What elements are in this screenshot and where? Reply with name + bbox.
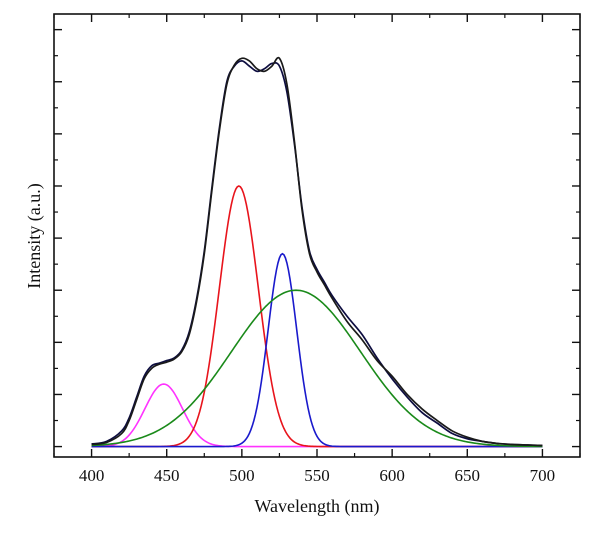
x-tick-label: 550 — [304, 466, 330, 485]
x-tick-label: 500 — [229, 466, 255, 485]
x-axis-label: Wavelength (nm) — [254, 496, 379, 517]
x-tick-label: 700 — [530, 466, 556, 485]
x-tick-label: 400 — [79, 466, 105, 485]
axis-ticks — [53, 14, 581, 457]
x-tick-labels: 400 450 500 550 600 650 700 — [79, 466, 555, 485]
spectrum-series-0 — [91, 60, 543, 447]
curves — [91, 56, 543, 448]
gaussian-component-2 — [91, 252, 543, 448]
spectrum-series-1 — [91, 56, 543, 447]
gaussian-component-1 — [91, 185, 543, 448]
x-tick-label: 600 — [379, 466, 405, 485]
x-tick-label: 450 — [154, 466, 180, 485]
x-tick-label: 650 — [455, 466, 481, 485]
gaussian-component-3 — [91, 289, 543, 448]
y-axis-label: Intensity (a.u.) — [24, 183, 45, 288]
plot-frame — [53, 13, 581, 458]
